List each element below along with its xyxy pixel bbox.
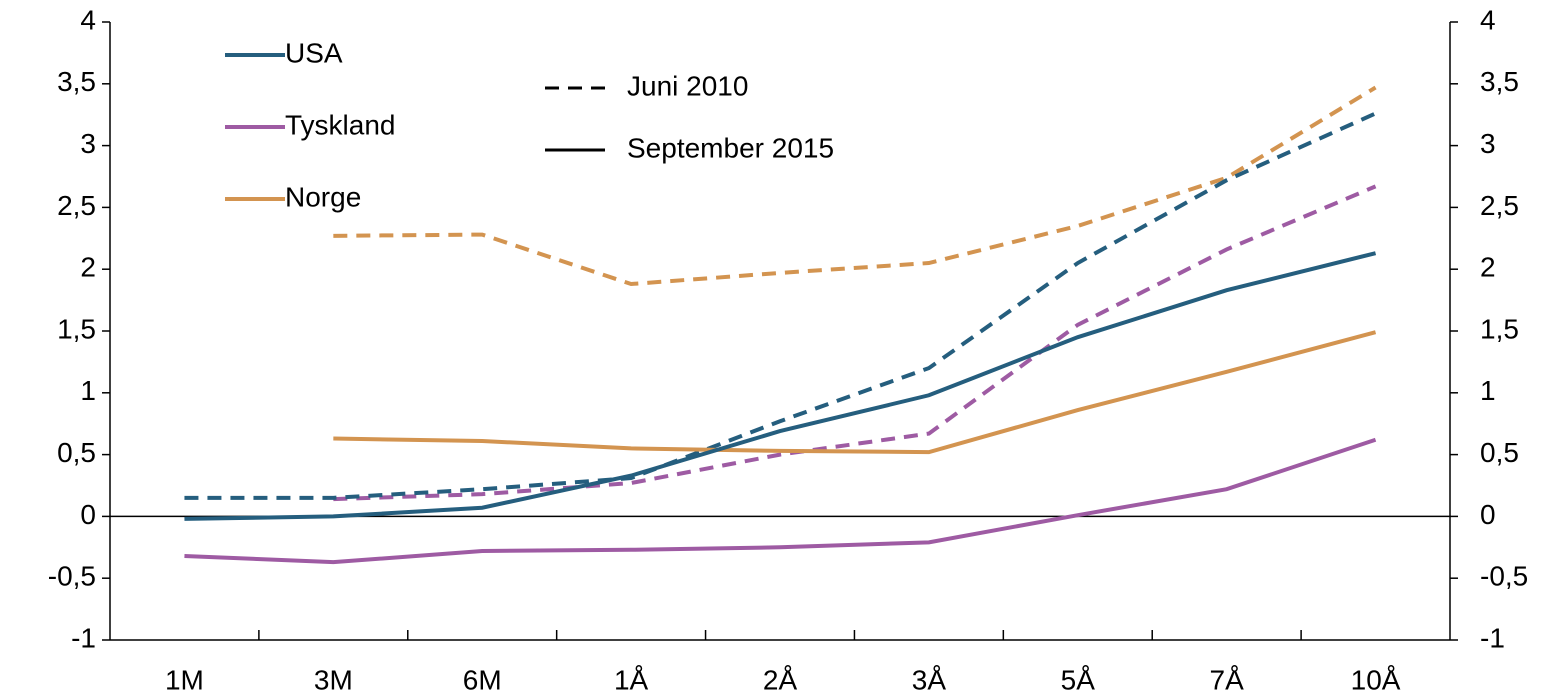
y-tick-label: 2 <box>80 252 96 283</box>
y-tick-label: 4 <box>80 4 96 35</box>
y-tick-label: 3,5 <box>57 66 96 97</box>
y2-tick-label: -0,5 <box>1480 561 1528 592</box>
series-line <box>333 330 1377 455</box>
y-tick-label: 1,5 <box>57 313 96 344</box>
y2-tick-label: 3 <box>1480 128 1496 159</box>
series-line <box>333 85 1377 287</box>
x-tick-label: 3Å <box>912 664 947 695</box>
y2-tick-label: -1 <box>1480 622 1505 653</box>
y-tick-label: 0 <box>80 499 96 530</box>
legend-label: Juni 2010 <box>627 70 748 101</box>
y-tick-label: 1 <box>80 375 96 406</box>
series-line <box>184 437 1377 565</box>
y-tick-label: 0,5 <box>57 437 96 468</box>
y2-tick-label: 1,5 <box>1480 313 1519 344</box>
x-tick-label: 2Å <box>763 664 798 695</box>
series-line <box>184 251 1377 521</box>
y-tick-label: 3 <box>80 128 96 159</box>
x-tick-label: 5Å <box>1061 664 1096 695</box>
y-tick-label: -1 <box>71 622 96 653</box>
legend-label: September 2015 <box>627 132 834 163</box>
y2-tick-label: 1 <box>1480 375 1496 406</box>
x-tick-label: 1Å <box>614 664 649 695</box>
y-tick-label: -0,5 <box>48 561 96 592</box>
x-tick-label: 3M <box>314 664 353 695</box>
y2-tick-label: 0,5 <box>1480 437 1519 468</box>
x-tick-label: 7Å <box>1210 664 1245 695</box>
series-line <box>184 111 1377 500</box>
x-tick-label: 1M <box>165 664 204 695</box>
y2-tick-label: 0 <box>1480 499 1496 530</box>
x-tick-label: 6M <box>463 664 502 695</box>
legend-label: Tyskland <box>285 109 396 140</box>
y2-tick-label: 4 <box>1480 4 1496 35</box>
y2-tick-label: 2 <box>1480 252 1496 283</box>
x-tick-label: 10Å <box>1351 664 1401 695</box>
y2-tick-label: 3,5 <box>1480 66 1519 97</box>
y2-tick-label: 2,5 <box>1480 190 1519 221</box>
legend-label: USA <box>285 37 343 68</box>
y-tick-label: 2,5 <box>57 190 96 221</box>
series-line <box>333 184 1377 502</box>
legend-label: Norge <box>285 181 361 212</box>
